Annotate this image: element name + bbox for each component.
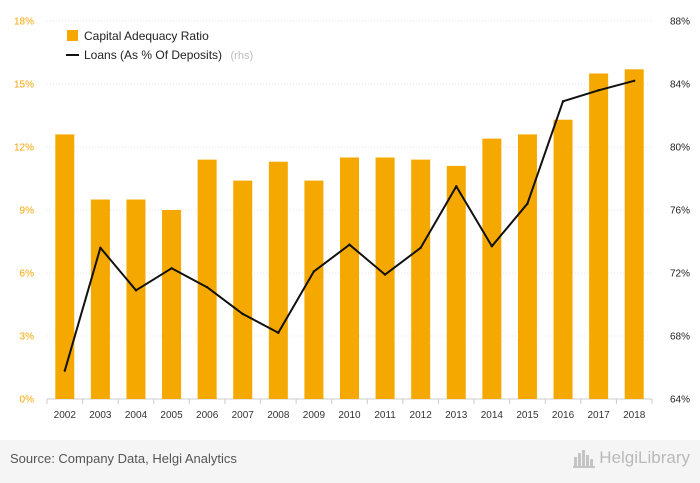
line-point[interactable] [383,273,387,276]
right-axis-tick-label: 72% [670,269,690,280]
bar-series [55,69,644,400]
line-point[interactable] [99,246,102,249]
line-point[interactable] [490,245,494,248]
x-axis-tick-label: 2009 [303,410,326,421]
line-point[interactable] [241,312,244,316]
legend-label-loans-rhs: (rhs) [231,50,254,62]
x-axis-tick-label: 2004 [125,410,148,421]
brand-logo[interactable]: HelgiLibrary [573,448,690,468]
x-axis-tick-label: 2002 [54,410,77,421]
bar[interactable] [411,159,431,399]
bar[interactable] [446,165,466,399]
left-axis-tick-label: 6% [20,269,35,280]
right-axis-tick-label: 88% [670,17,690,28]
bar[interactable] [375,157,395,400]
right-axis-tick-label: 76% [670,206,690,217]
legend-label-capital-adequacy[interactable]: Capital Adequacy Ratio [84,29,209,43]
bar[interactable] [482,138,502,399]
legend-swatch-capital-adequacy [67,30,78,41]
x-axis-tick-label: 2005 [160,410,183,421]
city-skyline-icon [573,450,596,468]
bar[interactable] [304,180,324,399]
legend[interactable]: Capital Adequacy Ratio Loans (As % Of De… [66,29,253,63]
line-point[interactable] [205,285,209,289]
left-axis-tick-label: 3% [20,332,35,343]
bar[interactable] [624,69,644,400]
line-point[interactable] [597,89,600,92]
line-point[interactable] [526,202,529,205]
left-axis-tick-label: 18% [14,17,34,28]
line-point[interactable] [455,185,458,188]
left-axis-tick-label: 9% [20,206,35,217]
x-axis-tick-label: 2013 [445,410,468,421]
x-axis-tick-label: 2003 [89,410,112,421]
x-axis-tick-label: 2010 [338,410,361,421]
line-series [63,79,636,372]
line-point[interactable] [561,100,565,103]
source-text: Source: Company Data, Helgi Analytics [10,451,237,466]
line-point[interactable] [419,246,422,249]
x-axis-tick-label: 2018 [623,410,646,421]
legend-label-loans-text: Loans (As % Of Deposits) [84,48,222,62]
bar[interactable] [233,180,253,399]
right-axis-ticks: 64% 68% 72% 76% 80% 84% 88% [670,17,690,406]
line-point[interactable] [633,79,636,83]
x-axis-tick-label: 2012 [410,410,433,421]
line-point[interactable] [170,267,173,270]
bar[interactable] [268,161,288,399]
x-axis-tick-label: 2014 [481,410,504,421]
left-axis-tick-label: 0% [20,395,35,406]
x-axis-tick-label: 2015 [516,410,539,421]
right-axis-tick-label: 64% [670,395,690,406]
bar[interactable] [553,119,573,399]
brand-name: HelgiLibrary [599,448,690,467]
x-axis-tick-label: 2016 [552,410,575,421]
bar[interactable] [55,134,75,399]
bar[interactable] [340,157,359,400]
left-axis-tick-label: 12% [14,143,34,154]
right-axis-tick-label: 84% [670,80,690,91]
bar[interactable] [162,210,182,399]
chart: 0%3%6%9%12%15%18% 64%68%72%76%80%84%88% … [14,17,690,422]
x-axis-tick-label: 2008 [267,410,290,421]
footer: Source: Company Data, Helgi Analytics He… [0,440,700,483]
line-point[interactable] [312,270,316,273]
left-axis-ticks: 0% 3% 6% 9% 12% 15% 18% [14,17,34,406]
line-point[interactable] [277,331,280,335]
x-axis-ticks: 2002 2003 2004 2005 2006 2007 2008 2009 2010 2011… [46,399,653,421]
legend-label-loans[interactable]: Loans (As % Of Deposits) (rhs) [84,46,253,63]
bar[interactable] [197,159,217,399]
x-axis-tick-label: 2017 [587,410,610,421]
right-axis-tick-label: 68% [670,332,690,343]
line-point[interactable] [134,289,138,292]
x-axis-tick-label: 2011 [374,410,396,421]
bar[interactable] [126,199,146,400]
right-axis-tick-label: 80% [670,143,690,154]
bar[interactable] [517,134,537,399]
bar[interactable] [90,199,110,400]
bar[interactable] [589,73,609,400]
x-axis-tick-label: 2006 [196,410,219,421]
x-axis-tick-label: 2007 [232,410,255,421]
left-axis-tick-label: 15% [14,80,34,91]
line-point[interactable] [63,369,66,372]
line-point[interactable] [348,243,351,246]
